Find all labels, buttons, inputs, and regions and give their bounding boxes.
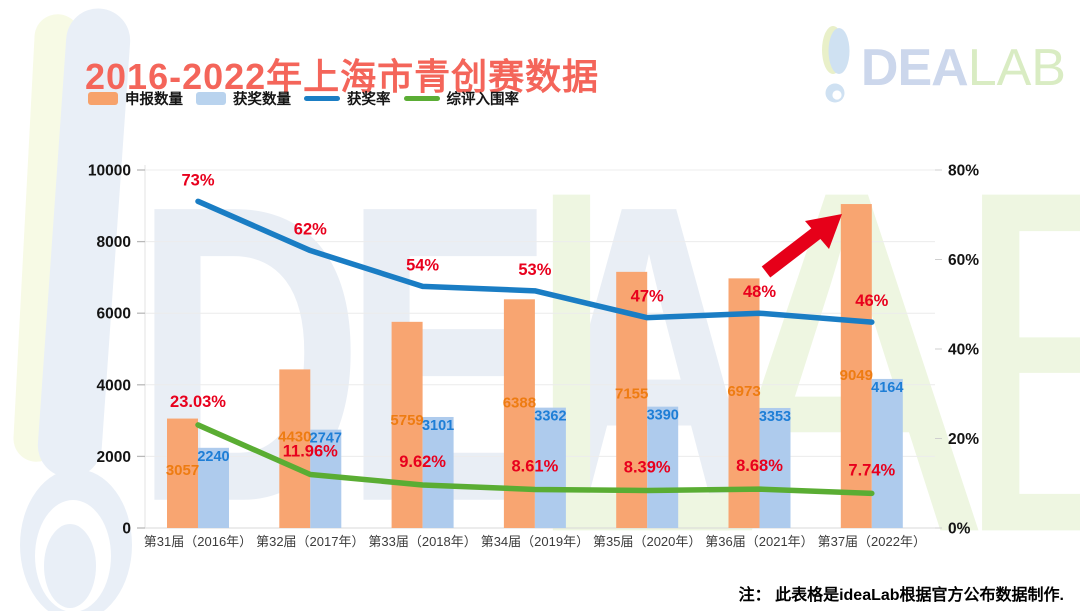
apply-bar-3 — [503, 299, 535, 528]
legend-label-rate: 获奖率 — [347, 92, 391, 108]
final-label-5: 8.68% — [736, 457, 783, 475]
legend-item-rate: 获奖率 — [304, 88, 391, 109]
award-value-label-3: 3362 — [534, 409, 566, 425]
x-axis-label-3: 第34届（2019年） — [481, 534, 589, 549]
x-axis-label-5: 第36届（2021年） — [705, 534, 813, 549]
award-bar-6 — [871, 378, 903, 528]
award-value-label-0: 2240 — [197, 449, 229, 465]
apply-value-label-6: 9049 — [840, 367, 873, 384]
award-value-label-1: 2747 — [310, 431, 342, 447]
left-axis-label: 2000 — [97, 449, 131, 466]
page-title: 2016-2022年上海市青创赛数据 — [85, 56, 600, 98]
rate-label-2: 54% — [406, 256, 439, 274]
final-label-2: 9.62% — [399, 453, 446, 471]
left-axis-label: 4000 — [97, 377, 131, 394]
logo-lab-text: LAB — [967, 39, 1066, 97]
x-axis-label-1: 第32届（2017年） — [256, 534, 364, 549]
legend-item-award: 获奖数量 — [196, 88, 291, 109]
award-value-label-4: 3390 — [647, 408, 679, 424]
award-bar-3 — [534, 407, 566, 528]
award-value-label-2: 3101 — [422, 418, 454, 434]
x-axis-label-6: 第37届（2022年） — [818, 534, 926, 549]
source-note: 注： 此表格是ideaLab根据官方公布数据制作. — [738, 587, 1064, 604]
apply-value-label-1: 4430 — [278, 429, 311, 446]
apply-value-label-0: 3057 — [166, 462, 199, 479]
apply-bar-1 — [279, 369, 311, 528]
x-axis-label-0: 第31届（2016年） — [144, 534, 252, 549]
apply-bar-6 — [840, 204, 872, 528]
trend-arrow-head-icon — [805, 214, 842, 249]
award-value-label-5: 3353 — [759, 409, 791, 425]
left-axis-label: 8000 — [97, 234, 131, 251]
right-axis-label: 60% — [948, 252, 979, 269]
right-axis-label: 20% — [948, 431, 979, 448]
x-axis-label-2: 第33届（2018年） — [368, 534, 476, 549]
final-label-3: 8.61% — [512, 457, 559, 475]
final-label-1: 11.96% — [283, 442, 338, 460]
apply-value-label-3: 6388 — [503, 395, 536, 412]
x-axis-label-4: 第35届（2020年） — [593, 534, 701, 549]
left-axis-label: 6000 — [97, 306, 131, 323]
right-axis-label: 80% — [948, 163, 979, 180]
idealab-logo-text: DEA LAB — [861, 42, 1066, 94]
apply-bar-2 — [391, 321, 423, 528]
final-label-4: 8.39% — [624, 458, 671, 476]
idealab-logo: DEA LAB — [820, 24, 1066, 106]
final-label-0: 23.03% — [170, 393, 226, 411]
rate-label-6: 46% — [855, 292, 888, 310]
legend-item-apply: 申报数量 — [88, 88, 183, 109]
rate-line-swatch-icon — [304, 96, 340, 101]
rate-label-0: 73% — [181, 171, 214, 189]
idealab-exclamation-icon — [821, 26, 850, 103]
final-line-swatch-icon — [403, 96, 440, 101]
award-bar-swatch-icon — [196, 92, 226, 105]
final-label-6: 7.74% — [848, 461, 895, 479]
legend-label-apply: 申报数量 — [125, 92, 183, 108]
rate-label-4: 47% — [631, 288, 664, 306]
rate-label-3: 53% — [518, 261, 551, 279]
final-rate-line — [195, 422, 875, 497]
left-axis-label: 10000 — [88, 163, 131, 180]
logo-dea-text: DEA — [860, 39, 969, 97]
apply-bar-0 — [167, 418, 198, 528]
right-axis-label: 0% — [948, 521, 971, 538]
apply-value-label-2: 5759 — [390, 412, 423, 429]
legend-label-final: 综评入围率 — [446, 92, 520, 108]
right-axis-label: 40% — [948, 342, 979, 359]
award-rate-line — [195, 198, 875, 325]
trend-arrow-shaft — [761, 226, 823, 278]
apply-bar-swatch-icon — [88, 92, 118, 105]
chart-legend: 申报数量 获奖数量 获奖率 综评入围率 — [88, 88, 519, 109]
rate-label-5: 48% — [743, 283, 776, 301]
legend-item-final: 综评入围率 — [403, 88, 520, 109]
award-bar-0 — [198, 447, 229, 528]
award-bar-2 — [422, 416, 454, 528]
award-bar-5 — [759, 407, 791, 528]
apply-value-label-4: 7155 — [615, 386, 648, 403]
apply-bar-5 — [728, 278, 760, 528]
award-bar-4 — [647, 406, 679, 528]
left-axis-label: 0 — [122, 521, 131, 538]
rate-label-1: 62% — [294, 221, 327, 239]
legend-label-award: 获奖数量 — [233, 92, 291, 108]
award-value-label-6: 4164 — [871, 380, 903, 396]
apply-value-label-5: 6973 — [727, 383, 760, 400]
